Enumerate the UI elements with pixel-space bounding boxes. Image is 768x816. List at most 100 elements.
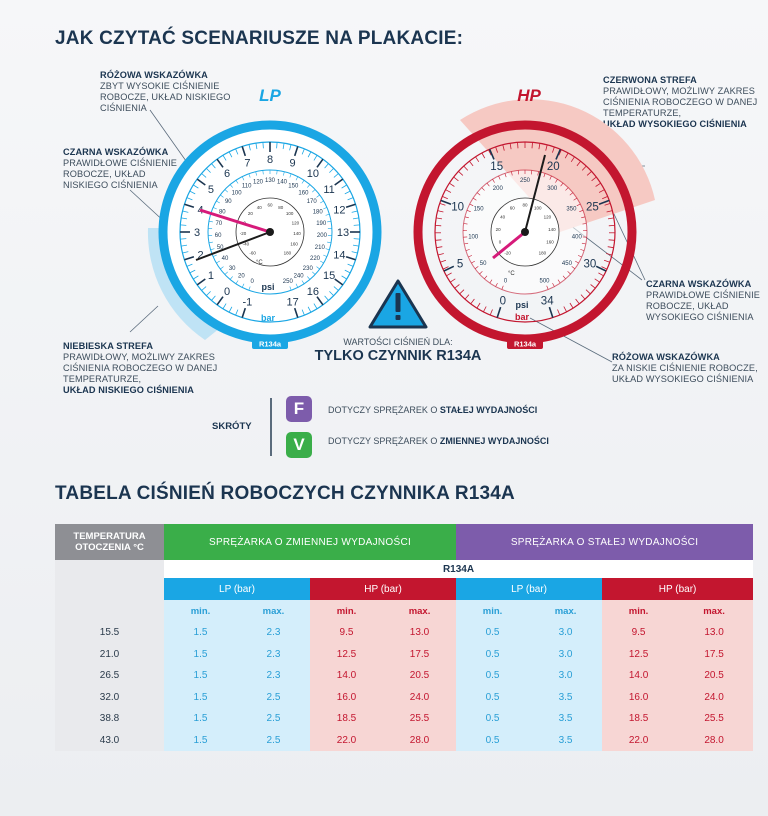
table-cell-f-lp-max: 3.5 (529, 686, 603, 708)
lp-psi-tick-label: 70 (215, 221, 222, 227)
hp-psi-tick (495, 282, 498, 287)
hp-tick (436, 217, 443, 220)
lp-major-tick (334, 178, 344, 186)
lp-psi-tick (235, 180, 239, 184)
lp-temp-ring (235, 197, 305, 267)
hp-tick (608, 239, 615, 241)
fixed-header: SPRĘŻARKA O STAŁEJ WYDAJNOŚCI (456, 524, 754, 560)
hp-tick (489, 309, 493, 316)
lp-gauge-label: LP (259, 86, 281, 105)
lp-tick (324, 295, 329, 301)
lp-psi-tick (248, 173, 251, 178)
table-cell-v-lp-max: 2.3 (237, 622, 310, 644)
lp-tick (333, 286, 339, 291)
lp-tick (222, 155, 227, 161)
lp-major-tick (184, 255, 195, 261)
hp-tick (450, 278, 456, 283)
table-row: 15.5 1.5 2.3 9.5 13.0 0.5 3.0 9.5 13.0 (55, 622, 754, 644)
lp-psi-tick (208, 220, 213, 223)
hp-tick (464, 294, 470, 300)
hp-tick (538, 143, 541, 150)
hp-psi-tick-label: 0 (504, 278, 508, 284)
table-cell-v-hp-max: 28.0 (383, 729, 457, 751)
lp-tick (201, 286, 207, 291)
lp-tick (181, 217, 188, 220)
hp-tick (606, 253, 613, 256)
temp-header: TEMPERATURA OTOCZENIA °C (55, 524, 164, 560)
table-cell-f-lp-min: 0.5 (456, 665, 530, 687)
lp-psi-tick (220, 266, 224, 270)
lp-psi-tick (248, 286, 251, 291)
hp-tick (509, 143, 512, 150)
temp-header-spacer (55, 560, 164, 622)
table-cell-v-lp-min: 1.5 (164, 729, 237, 751)
hp-psi-tick (479, 271, 483, 275)
annotation-red-zone: CZERWONA STREFA PRAWIDŁOWY, MOŻLIWY ZAKR… (603, 75, 758, 129)
hp-tick (591, 176, 597, 182)
lp-tick (333, 173, 339, 178)
hp-tick (563, 306, 567, 312)
lp-psi-tick-label: 250 (283, 279, 294, 285)
lp-major-tick (334, 278, 344, 286)
lp-psi-tick (320, 260, 324, 264)
hp-psi-tick (581, 242, 586, 245)
lp-psi-tick-label: 130 (265, 178, 276, 184)
table-cell-temp: 21.0 (55, 643, 164, 665)
hp-bar-tick-label: 25 (586, 202, 599, 214)
hp-psi-tick (576, 203, 581, 207)
table-cell-f-hp-min: 16.0 (602, 686, 676, 708)
hp-psi-tick (543, 173, 546, 178)
hp-tick (436, 246, 443, 249)
table-cell-f-hp-max: 17.5 (675, 643, 754, 665)
hp-temp-tick-label: 40 (500, 215, 506, 220)
hp-temp-tick-label: 140 (548, 227, 556, 232)
shortcuts-label: SKRÓTY (212, 421, 252, 432)
lp-psi-tick (241, 283, 245, 288)
hp-bar-tick-label: 20 (547, 161, 560, 173)
badge-v: V (286, 432, 312, 458)
lp-pink-needle (199, 208, 271, 234)
lp-tick (282, 143, 285, 150)
lp-tick (186, 197, 193, 201)
table-cell-v-hp-max: 13.0 (383, 622, 457, 644)
lp-psi-tick (323, 207, 328, 210)
hp-tick (475, 156, 480, 163)
hp-psi-tick (569, 192, 574, 196)
lp-tick (352, 244, 359, 247)
hp-tick (603, 259, 610, 263)
lp-temp-tick-label: 60 (267, 203, 273, 208)
lp-tick (235, 148, 239, 155)
hp-tick (459, 289, 465, 295)
hp-tick (598, 189, 605, 193)
lp-psi-tick-label: 210 (315, 245, 326, 251)
table-cell-v-lp-min: 1.5 (164, 665, 237, 687)
lp-gauge: -101234567891011121314151617 02030405060… (147, 86, 382, 349)
lp-psi-tick (262, 170, 264, 175)
lp-bar-tick-label: 3 (194, 227, 200, 239)
lp-psi-tick-label: 20 (238, 274, 245, 280)
warning-text: WARTOŚCI CIŚNIEŃ DLA: (343, 337, 453, 347)
hp-tick (481, 152, 486, 159)
lp-psi-tick (289, 173, 292, 178)
hp-tick (531, 142, 533, 149)
table-cell-v-hp-max: 20.5 (383, 665, 457, 687)
lp-tick (307, 151, 312, 158)
lp-tick (189, 269, 196, 274)
lp-psi-tick (327, 220, 332, 223)
table-cell-temp: 43.0 (55, 729, 164, 751)
v-hp-max-header: max. (383, 600, 457, 622)
lp-psi-tick-label: 60 (215, 233, 222, 239)
hp-psi-tick (464, 216, 469, 219)
hp-tick (576, 160, 581, 167)
lp-black-needle (195, 231, 271, 261)
lp-temp-tick-label: 140 (293, 231, 301, 236)
lp-bar-tick-label: 1 (208, 270, 214, 282)
lp-psi-tick (224, 189, 229, 193)
lp-psi-tick-label: 160 (298, 190, 309, 196)
lp-psi-tick (325, 213, 330, 216)
hp-psi-tick (562, 275, 566, 279)
lp-major-tick (241, 146, 247, 157)
lp-bar-tick-label: 16 (307, 286, 319, 298)
lp-psi-tick (208, 241, 213, 244)
